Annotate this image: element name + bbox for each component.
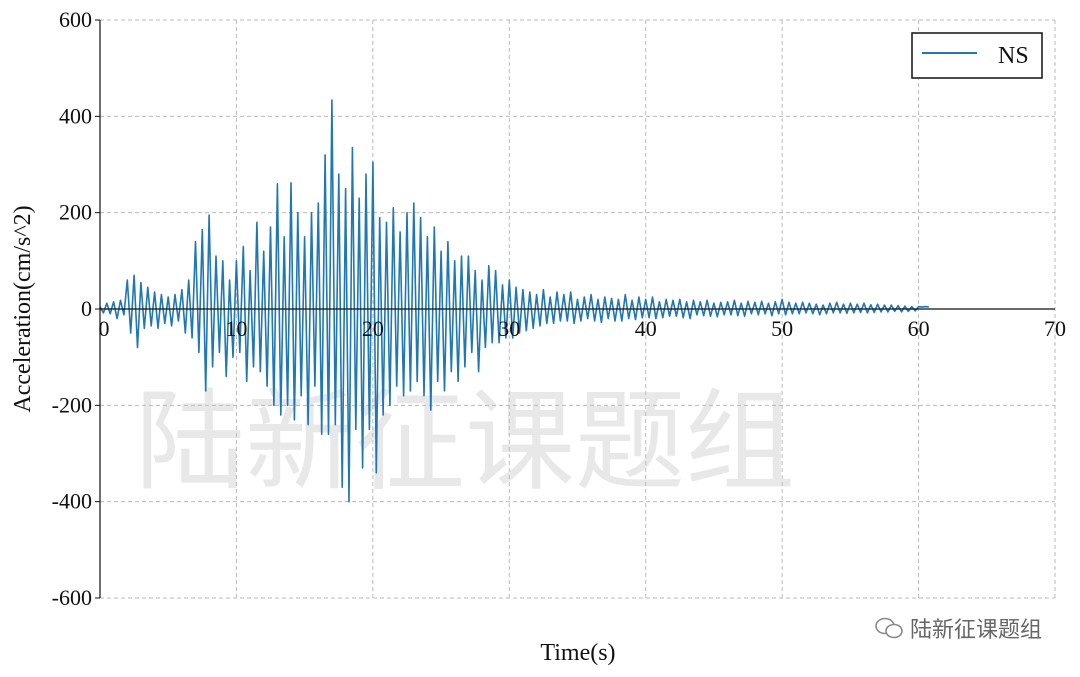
y-tick-label: 0 [81,296,92,321]
x-tick-label: 0 [99,316,110,341]
x-axis-label: Time(s) [540,640,615,666]
x-tick-label: 10 [225,316,247,341]
footer-text: 陆新征课题组 [909,618,1042,643]
series-ns [99,99,929,503]
legend-box [911,32,1043,79]
x-tick-label: 30 [498,316,520,341]
x-tick-label: 60 [908,316,930,341]
y-tick-label: -600 [52,585,92,610]
x-tick-label: 50 [771,316,793,341]
x-tick-label: 70 [1044,316,1066,341]
y-tick-label: -400 [52,489,92,514]
wechat-icon [875,617,903,639]
legend: NS [911,32,1043,79]
x-tick-label: 40 [635,316,657,341]
x-tick-label: 20 [362,316,384,341]
y-tick-label: -200 [52,392,92,417]
footer-brand: 陆新征课题组 [874,612,1042,644]
ticks: 0 10 20 30 40 50 60 70 600 400 200 0 -200 -400 -600 [52,7,1066,610]
y-tick-label: 400 [59,103,92,128]
legend-label-ns: NS [998,43,1029,69]
y-tick-label: 200 [59,200,92,225]
y-axis-label: Acceleration(cm/s^2) [10,205,36,412]
y-tick-label: 600 [59,7,92,32]
watermark: 陆新征课题组 [135,378,795,506]
series-line-ns [99,99,929,503]
